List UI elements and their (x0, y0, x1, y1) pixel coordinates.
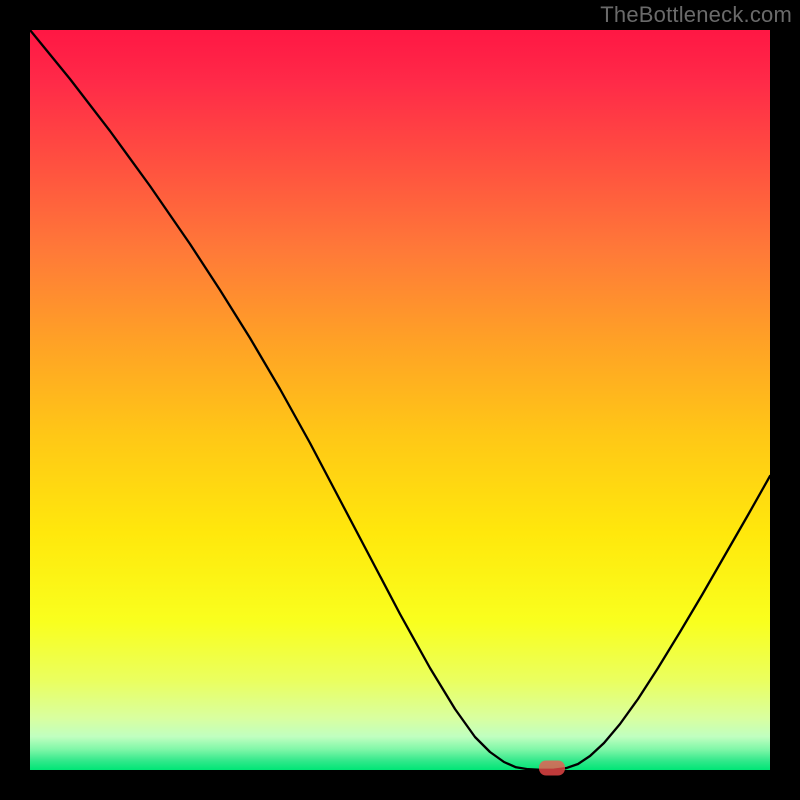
plot-area (30, 30, 770, 770)
bottleneck-chart (0, 0, 800, 800)
optimal-point-marker (539, 761, 565, 776)
watermark-label: TheBottleneck.com (600, 2, 792, 28)
